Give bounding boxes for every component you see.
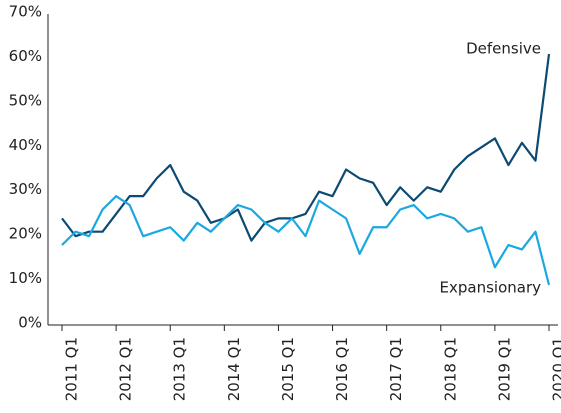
x-tick-label: 2019 Q1 — [495, 337, 513, 401]
y-tick-label: 0% — [18, 314, 42, 332]
y-tick-label: 50% — [9, 91, 42, 109]
x-tick-label: 2013 Q1 — [171, 337, 189, 401]
x-tick-label: 2020 Q1 — [550, 337, 561, 401]
x-tick-label: 2011 Q1 — [63, 337, 81, 401]
series-label: Defensive — [466, 40, 541, 58]
series-label: Expansionary — [440, 279, 542, 297]
series-line — [61, 53, 551, 242]
y-tick-label: 60% — [9, 47, 42, 65]
x-tick-label: 2012 Q1 — [117, 337, 135, 401]
x-tick-label: 2015 Q1 — [279, 337, 297, 401]
y-tick-label: 40% — [9, 136, 42, 154]
y-tick-label: 30% — [9, 180, 42, 198]
series-line — [61, 195, 551, 286]
x-tick-label: 2018 Q1 — [441, 337, 459, 401]
y-tick-label: 20% — [9, 225, 42, 243]
x-tick-label: 2016 Q1 — [333, 337, 351, 401]
y-tick-label: 70% — [9, 3, 42, 21]
x-tick-label: 2017 Q1 — [387, 337, 405, 401]
x-tick-label: 2014 Q1 — [225, 337, 243, 401]
y-tick-label: 10% — [9, 269, 42, 287]
